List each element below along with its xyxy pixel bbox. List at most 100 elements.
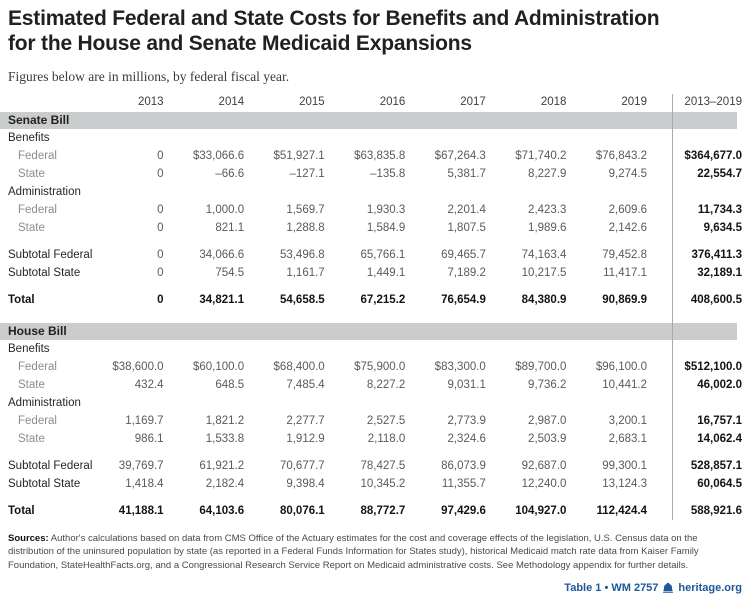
cell-value	[405, 394, 486, 412]
title-line-1: Estimated Federal and State Costs for Be…	[8, 7, 660, 30]
table-row: Subtotal State 1,418.4 2,182.4 9,398.4 10,34…	[0, 475, 750, 493]
row-total: 60,064.5	[697, 478, 742, 490]
cell-value: 1,288.8	[286, 222, 325, 234]
cell-value: 88,772.7	[360, 505, 406, 517]
table-row: State 0 821.1 1,288.8 1,584.9 1,807.5 1,989.6 2…	[0, 219, 750, 237]
row-total: $364,677.0	[684, 150, 742, 162]
cell-value: $96,100.0	[595, 361, 647, 373]
cell-value: 2,609.6	[608, 204, 647, 216]
heritage-bell-icon	[662, 582, 674, 594]
cell-value: 0	[157, 222, 164, 234]
row-gap	[0, 493, 750, 502]
column-spacer	[647, 358, 672, 376]
year-header: 2015	[299, 96, 325, 108]
page-title: Estimated Federal and State Costs for Be…	[8, 6, 742, 56]
cell-value: 2,773.9	[447, 415, 486, 427]
cell-value: 1,533.8	[205, 433, 245, 445]
cell-value: 92,687.0	[521, 460, 567, 472]
table-row: Federal 0 1,000.0 1,569.7 1,930.3 2,201.4 2,42…	[0, 201, 750, 219]
row-total: 528,857.1	[690, 460, 742, 472]
cell-value	[325, 183, 406, 201]
row-label: Administration	[8, 397, 81, 409]
cell-value: 12,240.0	[521, 478, 567, 490]
sources-note: Sources: Author's calculations based on …	[8, 532, 742, 572]
cell-value	[486, 394, 567, 412]
cell-value: 104,927.0	[515, 505, 567, 517]
cell-value: 76,654.9	[441, 294, 486, 306]
row-total: $512,100.0	[684, 361, 742, 373]
row-gap	[0, 237, 750, 246]
cell-value: 13,124.3	[602, 478, 647, 490]
cell-value: 1,821.2	[205, 415, 245, 427]
cell-value: 79,452.8	[602, 249, 647, 261]
cell-value: 2,423.3	[528, 204, 567, 216]
table-row: Federal $38,600.0 $60,100.0 $68,400.0 $75,90…	[0, 358, 750, 376]
table-row: State 0 –66.6 –127.1 –135.8 5,381.7 8,227.9 9,2…	[0, 165, 750, 183]
cell-value: 1,584.9	[366, 222, 406, 234]
cell-value: 53,496.8	[279, 249, 325, 261]
cell-value: 112,424.4	[596, 505, 647, 517]
cell-value: 1,569.7	[286, 204, 325, 216]
cell-value	[486, 129, 567, 147]
row-total: 588,921.6	[690, 505, 742, 517]
cell-value: 1,912.9	[286, 433, 325, 445]
row-total	[672, 340, 742, 358]
cell-value	[83, 129, 164, 147]
cell-value: 9,031.1	[447, 379, 486, 391]
cell-value: 39,769.7	[118, 460, 164, 472]
total-column-divider	[672, 94, 673, 520]
cell-value: $67,264.3	[434, 150, 486, 162]
cell-value: 986.1	[134, 433, 164, 445]
column-spacer	[647, 165, 672, 183]
cell-value: 9,274.5	[608, 168, 647, 180]
row-label: Total	[8, 294, 35, 306]
row-label: Administration	[8, 186, 81, 198]
cell-value: 70,677.7	[279, 460, 325, 472]
table-figure: Estimated Federal and State Costs for Be…	[0, 6, 750, 594]
cell-value: 74,163.4	[521, 249, 567, 261]
heritage-link[interactable]: heritage.org	[678, 581, 742, 594]
cell-value: 61,921.2	[199, 460, 245, 472]
column-spacer	[647, 457, 672, 475]
section-header: Senate Bill	[0, 112, 737, 129]
row-label: State	[18, 222, 45, 234]
table-row: Federal 0 $33,066.6 $51,927.1 $63,835.8 $67,2…	[0, 147, 750, 165]
row-label: State	[18, 379, 45, 391]
cell-value	[486, 183, 567, 201]
table-row: Total 41,188.1 64,103.6 80,076.1 88,772.7 97,…	[0, 502, 750, 520]
cell-value	[566, 129, 647, 147]
cell-value: $75,900.0	[354, 361, 406, 373]
row-total: 22,554.7	[697, 168, 742, 180]
cell-value: 2,987.0	[528, 415, 567, 427]
year-header: 2016	[379, 96, 406, 108]
cell-value: 821.1	[215, 222, 245, 234]
column-spacer	[647, 246, 672, 264]
table-row: Federal 1,169.7 1,821.2 2,277.7 2,527.5 2,773…	[0, 412, 750, 430]
row-label: Subtotal Federal	[8, 460, 93, 472]
cell-value: 99,300.1	[602, 460, 647, 472]
row-total	[672, 183, 742, 201]
figure-subtitle: Figures below are in millions, by federa…	[8, 69, 290, 84]
cell-value	[244, 129, 325, 147]
section-header: House Bill	[0, 323, 737, 340]
table-row: Total 0 34,821.1 54,658.5 67,215.2 76,654.9 84…	[0, 291, 750, 309]
row-gap	[0, 448, 750, 457]
cell-value: $71,740.2	[515, 150, 567, 162]
row-total: 16,757.1	[697, 415, 742, 427]
cell-value: 8,227.2	[366, 379, 406, 391]
row-label: Federal	[18, 150, 57, 162]
row-total: 376,411.3	[691, 249, 742, 261]
cell-value	[164, 340, 245, 358]
cell-value	[325, 394, 406, 412]
cell-value: $63,835.8	[354, 150, 406, 162]
table-body: Senate Bill Benefits Federal 0 $33,066.6 $51,…	[0, 112, 750, 520]
cell-value: 1,989.6	[528, 222, 567, 234]
cell-value: 65,766.1	[360, 249, 406, 261]
cell-value: 432.4	[134, 379, 164, 391]
row-total	[672, 129, 742, 147]
cell-value	[566, 183, 647, 201]
cell-value: 1,169.7	[125, 415, 164, 427]
cell-value: $76,843.2	[595, 150, 647, 162]
table-row: State 432.4 648.5 7,485.4 8,227.2 9,031.1 9,73…	[0, 376, 750, 394]
cost-table: 2013 2014 2015 2016 2017 2018 2019 2013–2019 Se…	[0, 94, 750, 520]
